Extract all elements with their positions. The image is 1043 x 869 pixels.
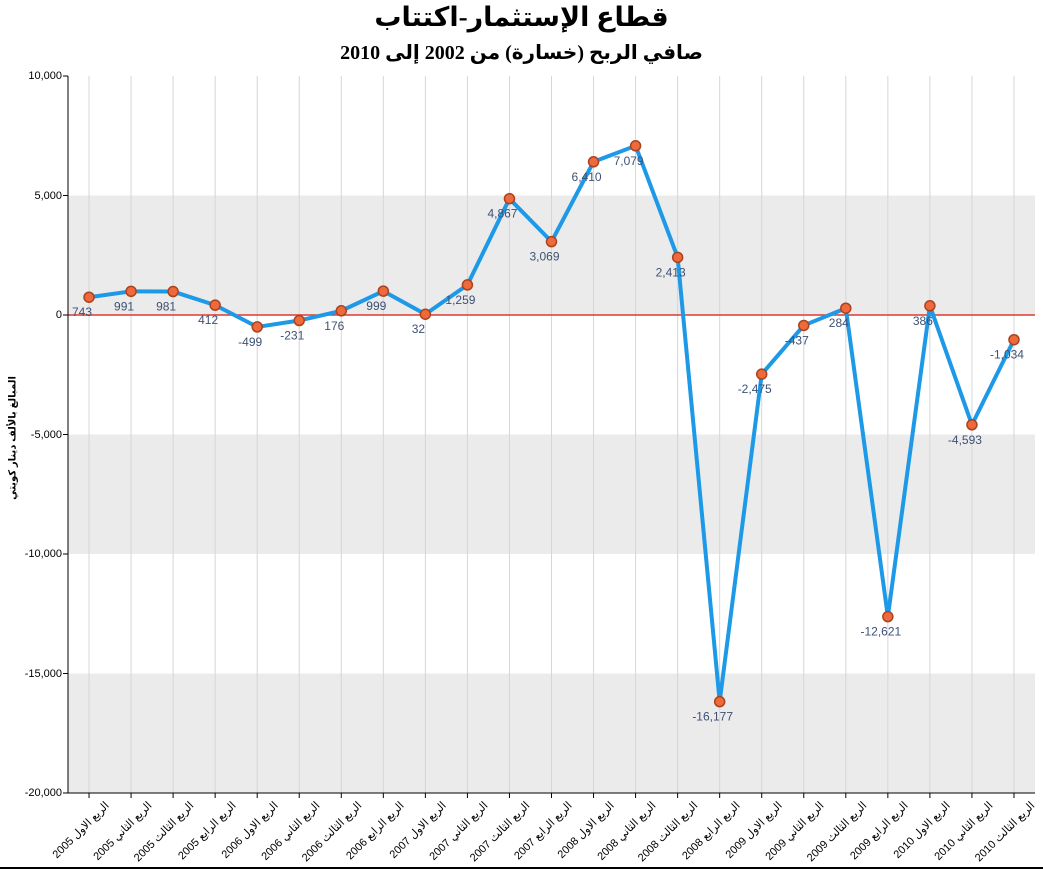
data-point-label: 999 [366, 299, 386, 313]
data-point-label: -437 [785, 333, 809, 347]
data-point-label: 991 [114, 299, 134, 313]
data-point-marker [377, 285, 390, 297]
data-point-marker [545, 235, 558, 248]
data-point-marker [293, 314, 305, 327]
data-point-label: 4,867 [487, 207, 517, 221]
data-point-label: 743 [72, 305, 92, 319]
data-point-label: -231 [280, 329, 304, 343]
data-point-label: 981 [156, 300, 176, 314]
chart-title: قطاع الإستثمار-اكتتاب [374, 2, 669, 32]
data-point-label: 6,410 [572, 170, 602, 184]
data-point-marker [1008, 333, 1020, 346]
data-point-label: 412 [198, 313, 218, 327]
bottom-frame-edge [0, 867, 1043, 869]
chart-subtitle: صافي الربح (خسارة) من 2002 إلى 2010 [340, 42, 703, 64]
y-axis-tick-label: -10,000 [24, 548, 62, 560]
data-point-marker [125, 285, 137, 298]
data-point-marker [966, 419, 978, 431]
data-point-marker [461, 279, 474, 291]
data-point-label: -2,475 [738, 382, 772, 396]
data-point-label: 1,259 [445, 293, 475, 307]
data-point-marker [83, 291, 95, 303]
data-point-marker [209, 299, 221, 311]
data-point-marker [419, 308, 432, 320]
data-point-marker [629, 140, 642, 152]
data-point-marker [587, 156, 600, 168]
data-point-marker [671, 251, 684, 264]
data-point-marker [882, 610, 894, 623]
y-axis-tick-label: -5,000 [30, 428, 62, 441]
data-point-marker [167, 285, 179, 298]
data-point-label: 2,413 [656, 265, 686, 279]
data-point-label: -499 [238, 335, 262, 349]
data-point-label: 284 [829, 316, 849, 330]
y-axis-tick-label: 5,000 [34, 189, 62, 202]
data-point-marker [503, 192, 516, 205]
y-axis-tick-label: 0 [55, 309, 62, 321]
data-point-marker [335, 305, 348, 317]
y-axis-tick-label: -15,000 [24, 667, 62, 680]
data-point-label: -12,621 [860, 625, 901, 639]
data-point-marker [755, 368, 768, 380]
data-point-label: 176 [324, 319, 344, 333]
data-point-label: 386 [913, 314, 933, 328]
data-point-label: -4,593 [948, 433, 982, 447]
data-point-label: 7,079 [614, 154, 644, 168]
data-point-label: 32 [412, 322, 426, 336]
data-point-label: 3,069 [529, 250, 559, 264]
data-point-marker [840, 302, 852, 314]
data-point-label: -16,177 [692, 710, 733, 724]
data-point-marker [798, 319, 810, 332]
data-point-marker [251, 321, 263, 333]
y-axis-tick-label: -20,000 [24, 787, 62, 799]
data-point-label: -1,034 [990, 348, 1024, 362]
data-point-marker [713, 695, 726, 708]
data-point-marker [924, 300, 936, 312]
y-axis-title: المبالغ بالألف دينار كويتي [7, 376, 19, 500]
y-axis-tick-label: 10,000 [28, 70, 62, 82]
